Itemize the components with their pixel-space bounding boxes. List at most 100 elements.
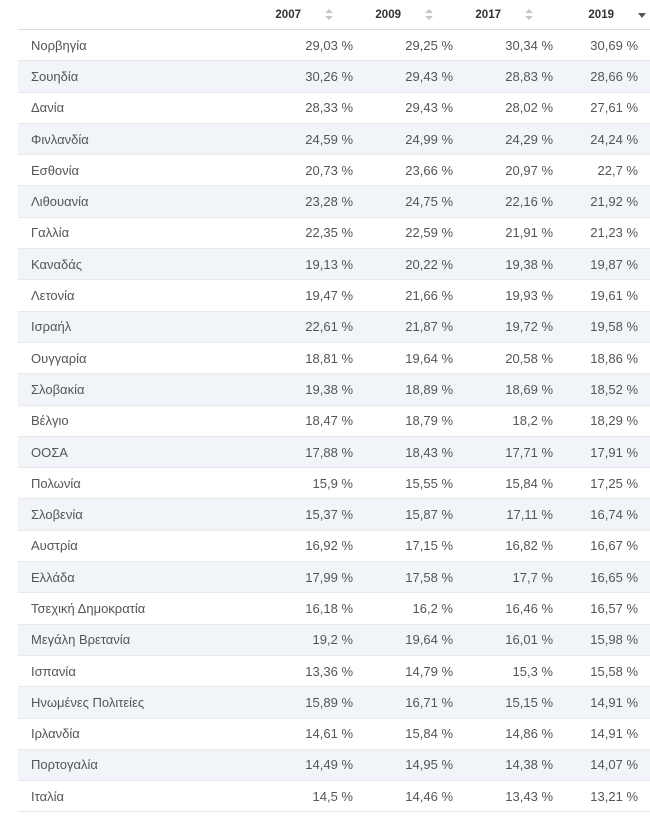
- value-cell-2017: 28,02 %: [455, 92, 555, 124]
- value-cell-2009: 20,22 %: [355, 248, 455, 281]
- value-cell-2017: 15,84 %: [455, 467, 555, 500]
- value-cell-2009: 15,55 %: [355, 467, 455, 500]
- value-cell-2007: 19,47 %: [250, 279, 355, 312]
- table-row: Σουηδία 30,26 % 29,43 % 28,83 % 28,66 %: [18, 60, 650, 93]
- table-row: Ιρλανδία 14,61 % 15,84 % 14,86 % 14,91 %: [18, 718, 650, 750]
- value-cell-2019: 14,91 %: [555, 718, 650, 750]
- value-cell-2009: 14,46 %: [355, 780, 455, 813]
- value-cell-2019: 15,98 %: [555, 624, 650, 656]
- value-cell-2007: 16,92 %: [250, 530, 355, 563]
- table-row: Μεγάλη Βρετανία 19,2 % 19,64 % 16,01 % 15,98…: [18, 624, 650, 656]
- column-header-2009[interactable]: 2009: [355, 0, 455, 30]
- value-cell-2017: 19,72 %: [455, 311, 555, 343]
- value-cell-2019: 28,66 %: [555, 60, 650, 93]
- value-cell-2019: 27,61 %: [555, 92, 650, 124]
- value-cell-2017: 18,69 %: [455, 373, 555, 406]
- table-row: Λιθουανία 23,28 % 24,75 % 22,16 % 21,92 %: [18, 185, 650, 218]
- value-cell-2019: 24,24 %: [555, 123, 650, 156]
- value-cell-2007: 19,13 %: [250, 248, 355, 281]
- value-cell-2017: 22,16 %: [455, 185, 555, 218]
- country-cell: Αυστρία: [18, 530, 250, 563]
- value-cell-2017: 16,46 %: [455, 592, 555, 625]
- value-cell-2019: 22,7 %: [555, 154, 650, 187]
- country-cell: Τσεχική Δημοκρατία: [18, 592, 250, 625]
- country-cell: Ιρλανδία: [18, 718, 250, 750]
- value-cell-2009: 19,64 %: [355, 624, 455, 656]
- table-row: Καναδάς 19,13 % 20,22 % 19,38 % 19,87 %: [18, 248, 650, 281]
- value-cell-2019: 21,92 %: [555, 185, 650, 218]
- value-cell-2019: 14,07 %: [555, 749, 650, 782]
- header-row: 2007 2009 2017: [18, 0, 650, 30]
- value-cell-2017: 18,2 %: [455, 405, 555, 437]
- value-cell-2009: 14,79 %: [355, 655, 455, 688]
- value-cell-2009: 23,66 %: [355, 154, 455, 187]
- country-cell: Σλοβενία: [18, 498, 250, 531]
- value-cell-2009: 16,2 %: [355, 592, 455, 625]
- country-cell: Βέλγιο: [18, 405, 250, 437]
- value-cell-2007: 14,5 %: [250, 780, 355, 813]
- value-cell-2007: 14,49 %: [250, 749, 355, 782]
- value-cell-2007: 22,35 %: [250, 217, 355, 250]
- value-cell-2007: 15,89 %: [250, 686, 355, 719]
- country-cell: Ισραήλ: [18, 311, 250, 343]
- table-row: Νορβηγία 29,03 % 29,25 % 30,34 % 30,69 %: [18, 29, 650, 62]
- value-cell-2019: 19,87 %: [555, 248, 650, 281]
- table-header: 2007 2009 2017: [18, 0, 650, 30]
- value-cell-2009: 21,87 %: [355, 311, 455, 343]
- sort-icon[interactable]: [425, 8, 433, 22]
- country-cell: Δανία: [18, 92, 250, 124]
- value-cell-2019: 21,23 %: [555, 217, 650, 250]
- country-cell: Πολωνία: [18, 467, 250, 500]
- value-cell-2017: 14,38 %: [455, 749, 555, 782]
- value-cell-2017: 19,93 %: [455, 279, 555, 312]
- value-cell-2019: 18,52 %: [555, 373, 650, 406]
- value-cell-2007: 20,73 %: [250, 154, 355, 187]
- country-cell: ΟΟΣΑ: [18, 436, 250, 469]
- value-cell-2017: 16,01 %: [455, 624, 555, 656]
- value-cell-2009: 17,15 %: [355, 530, 455, 563]
- value-cell-2009: 17,58 %: [355, 561, 455, 594]
- value-cell-2017: 17,71 %: [455, 436, 555, 469]
- value-cell-2017: 19,38 %: [455, 248, 555, 281]
- value-cell-2007: 19,2 %: [250, 624, 355, 656]
- sort-icon[interactable]: [325, 8, 333, 22]
- country-cell: Νορβηγία: [18, 29, 250, 62]
- value-cell-2009: 29,25 %: [355, 29, 455, 62]
- table-row: Σλοβακία 19,38 % 18,89 % 18,69 % 18,52 %: [18, 373, 650, 406]
- value-cell-2017: 15,15 %: [455, 686, 555, 719]
- column-header-2007[interactable]: 2007: [250, 0, 355, 30]
- column-header-2017[interactable]: 2017: [455, 0, 555, 30]
- value-cell-2007: 15,37 %: [250, 498, 355, 531]
- value-cell-2009: 18,43 %: [355, 436, 455, 469]
- column-header-2019[interactable]: 2019: [555, 0, 650, 30]
- column-header-2017-label: 2017: [475, 8, 501, 21]
- table-row: Δανία 28,33 % 29,43 % 28,02 % 27,61 %: [18, 92, 650, 124]
- table-row: Αυστρία 16,92 % 17,15 % 16,82 % 16,67 %: [18, 530, 650, 563]
- country-cell: Ηνωμένες Πολιτείες: [18, 686, 250, 719]
- value-cell-2017: 21,91 %: [455, 217, 555, 250]
- value-cell-2009: 29,43 %: [355, 92, 455, 124]
- value-cell-2009: 14,95 %: [355, 749, 455, 782]
- sort-icon[interactable]: [525, 8, 533, 22]
- sort-desc-icon[interactable]: [638, 8, 646, 22]
- value-cell-2017: 20,97 %: [455, 154, 555, 187]
- country-cell: Φινλανδία: [18, 123, 250, 156]
- table-row: Ουγγαρία 18,81 % 19,64 % 20,58 % 18,86 %: [18, 342, 650, 375]
- value-cell-2019: 16,67 %: [555, 530, 650, 563]
- value-cell-2009: 15,84 %: [355, 718, 455, 750]
- table-row: Γαλλία 22,35 % 22,59 % 21,91 % 21,23 %: [18, 217, 650, 250]
- value-cell-2019: 13,21 %: [555, 780, 650, 813]
- value-cell-2009: 18,89 %: [355, 373, 455, 406]
- table-row: Ηνωμένες Πολιτείες 15,89 % 16,71 % 15,15 % 1…: [18, 686, 650, 719]
- value-cell-2019: 16,74 %: [555, 498, 650, 531]
- data-table: 2007 2009 2017: [18, 0, 650, 813]
- value-cell-2017: 30,34 %: [455, 29, 555, 62]
- country-cell: Καναδάς: [18, 248, 250, 281]
- value-cell-2017: 15,3 %: [455, 655, 555, 688]
- value-cell-2009: 24,99 %: [355, 123, 455, 156]
- value-cell-2009: 15,87 %: [355, 498, 455, 531]
- value-cell-2007: 13,36 %: [250, 655, 355, 688]
- value-cell-2017: 17,7 %: [455, 561, 555, 594]
- value-cell-2007: 19,38 %: [250, 373, 355, 406]
- value-cell-2009: 19,64 %: [355, 342, 455, 375]
